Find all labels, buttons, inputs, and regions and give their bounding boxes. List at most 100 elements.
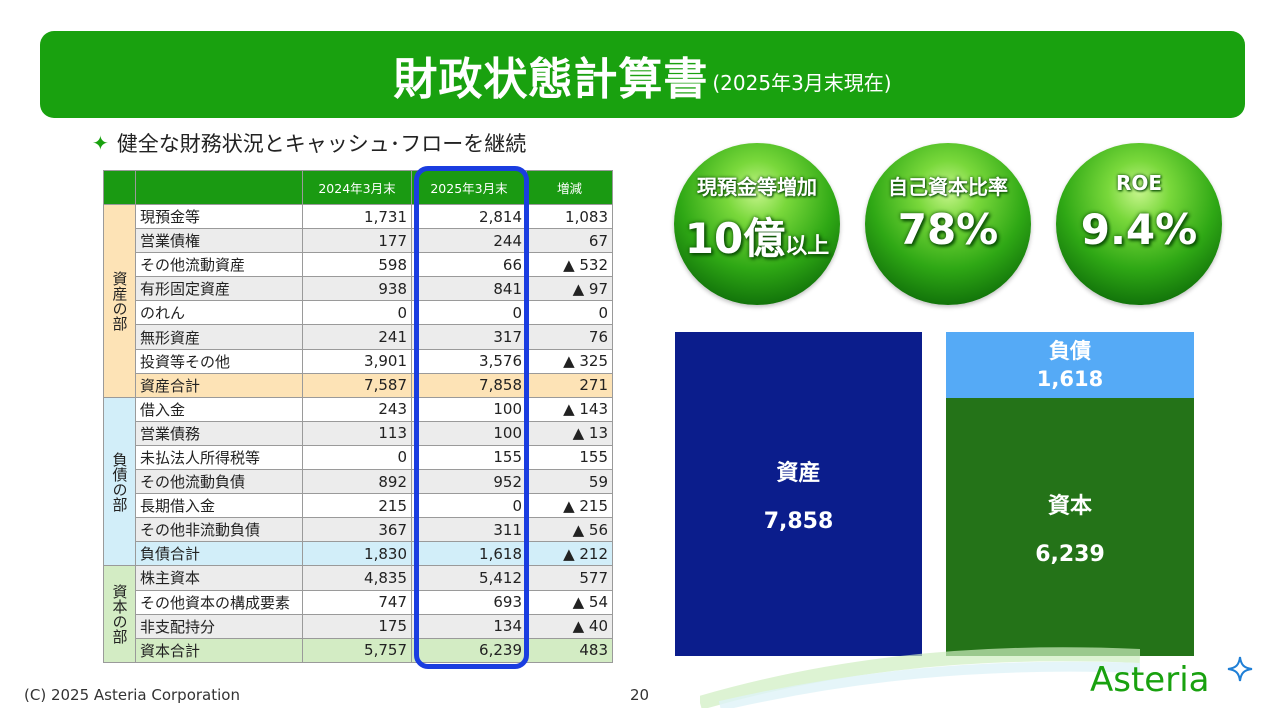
- value-2025: 952: [411, 469, 527, 495]
- row-label: のれん: [135, 300, 303, 326]
- value-2024: 215: [302, 493, 412, 519]
- table-row: 長期借入金 215 0 ▲ 215: [104, 493, 613, 519]
- value-diff: ▲ 56: [526, 517, 613, 543]
- liabilities-value: 1,618: [1036, 367, 1104, 391]
- value-2024: 3,901: [302, 348, 412, 374]
- value-2024: 5,757: [302, 637, 412, 663]
- value-2025: 317: [411, 324, 527, 350]
- liabilities-label: 負債: [1049, 339, 1091, 363]
- table-row: 未払法人所得税等 0 155 155: [104, 444, 613, 471]
- value-2025: 155: [411, 444, 527, 471]
- value-diff: 577: [526, 565, 613, 591]
- value-2024: 892: [302, 469, 412, 495]
- section-assets-label: 資産の部: [103, 204, 136, 398]
- row-label: その他流動負債: [135, 469, 303, 495]
- value-diff: ▲ 40: [526, 613, 613, 639]
- value-2025: 6,239: [411, 637, 527, 663]
- value-2025: 134: [411, 613, 527, 639]
- value-2025: 841: [411, 276, 527, 302]
- value-2025: 311: [411, 517, 527, 543]
- kpi-value: 9.4%: [1080, 205, 1198, 254]
- value-2024: 938: [302, 276, 412, 302]
- value-diff: 67: [526, 228, 613, 254]
- value-2024: 243: [302, 396, 412, 422]
- value-2025: 66: [411, 252, 527, 278]
- section-liabilities-label: 負債の部: [103, 396, 136, 567]
- table-header-row: 2024年3月末 2025年3月末 増減: [103, 170, 613, 205]
- value-diff: ▲ 215: [526, 493, 613, 519]
- row-label: 未払法人所得税等: [135, 444, 303, 471]
- row-label: その他非流動負債: [135, 517, 303, 543]
- value-diff: 0: [526, 300, 613, 326]
- value-2025: 693: [411, 589, 527, 615]
- table-row: 営業債務 113 100 ▲ 13: [104, 420, 613, 446]
- row-label: その他資本の構成要素: [135, 589, 303, 615]
- value-2024: 0: [302, 300, 412, 326]
- liabilities-box: 負債 1,618: [946, 332, 1194, 398]
- header-2025: 2025年3月末: [411, 170, 527, 205]
- row-label: 長期借入金: [135, 493, 303, 519]
- row-label: 無形資産: [135, 324, 303, 350]
- page-title: 財政状態計算書: [393, 53, 709, 105]
- assets-label: 資産: [776, 460, 821, 486]
- table-row: 負債の部 借入金 243 100 ▲ 143: [103, 396, 613, 567]
- value-diff: ▲ 212: [526, 541, 613, 567]
- row-label: 非支配持分: [135, 613, 303, 639]
- table-row: その他流動資産 598 66 ▲ 532: [104, 252, 613, 278]
- value-2025: 1,618: [411, 541, 527, 567]
- kpi-cash-increase-badge: 現預金等増加 10億以上: [674, 143, 840, 305]
- value-diff: ▲ 532: [526, 252, 613, 278]
- value-2025: 100: [411, 420, 527, 446]
- kpi-equity-ratio-badge: 自己資本比率 78%: [865, 143, 1031, 305]
- value-diff: 1,083: [526, 203, 613, 230]
- title-banner: 財政状態計算書 (2025年3月末現在): [40, 31, 1245, 118]
- table-row: 非支配持分 175 134 ▲ 40: [104, 613, 613, 639]
- header-diff: 増減: [526, 170, 613, 205]
- kpi-value: 78%: [897, 205, 999, 254]
- kpi-value: 10億以上: [684, 214, 830, 263]
- bullet-text: 健全な財務状況とキャッシュ･フローを継続: [116, 132, 527, 156]
- value-2024: 1,830: [302, 541, 412, 567]
- value-2025: 244: [411, 228, 527, 254]
- logo-text: Asteria: [1090, 660, 1210, 700]
- value-2024: 4,835: [302, 565, 412, 591]
- row-label: 投資等その他: [135, 348, 303, 374]
- value-2025: 5,412: [411, 565, 527, 591]
- equity-label: 資本: [1047, 493, 1092, 519]
- logo-sparkle-icon: [1227, 656, 1253, 682]
- value-2025: 3,576: [411, 348, 527, 374]
- table-total-row: 資本合計 5,757 6,239 483: [104, 637, 613, 663]
- value-diff: ▲ 54: [526, 589, 613, 615]
- value-2024: 113: [302, 420, 412, 446]
- table-row: 無形資産 241 317 76: [104, 324, 613, 350]
- value-diff: ▲ 143: [526, 396, 613, 422]
- assets-value: 7,858: [763, 508, 834, 534]
- table-row: 資本の部 株主資本 4,835 5,412 577: [103, 565, 613, 663]
- value-2025: 100: [411, 396, 527, 422]
- value-diff: 271: [526, 372, 613, 398]
- value-diff: 76: [526, 324, 613, 350]
- row-label: 現預金等: [135, 203, 303, 230]
- copyright-text: (C) 2025 Asteria Corporation: [24, 686, 240, 704]
- row-label: 借入金: [135, 396, 303, 422]
- value-2024: 241: [302, 324, 412, 350]
- row-label: 株主資本: [135, 565, 303, 591]
- header-2024: 2024年3月末: [302, 170, 412, 205]
- row-label: 営業債務: [135, 420, 303, 446]
- value-diff: 59: [526, 469, 613, 495]
- section-equity-label: 資本の部: [103, 565, 136, 663]
- kpi-title: 自己資本比率: [888, 175, 1008, 199]
- header-blank-2: [135, 170, 303, 205]
- table-row: 営業債権 177 244 67: [104, 228, 613, 254]
- kpi-roe-badge: ROE 9.4%: [1056, 143, 1222, 305]
- assets-box: 資産 7,858: [675, 332, 922, 656]
- row-label: 負債合計: [135, 541, 303, 567]
- value-diff: 155: [526, 444, 613, 471]
- table-row: 資産の部 現預金等 1,731 2,814 1,083: [103, 203, 613, 398]
- value-2024: 177: [302, 228, 412, 254]
- decorative-swoosh: [700, 647, 1140, 708]
- kpi-title: 現預金等増加: [697, 175, 817, 199]
- value-2025: 0: [411, 493, 527, 519]
- value-2024: 747: [302, 589, 412, 615]
- table-total-row: 負債合計 1,830 1,618 ▲ 212: [104, 541, 613, 567]
